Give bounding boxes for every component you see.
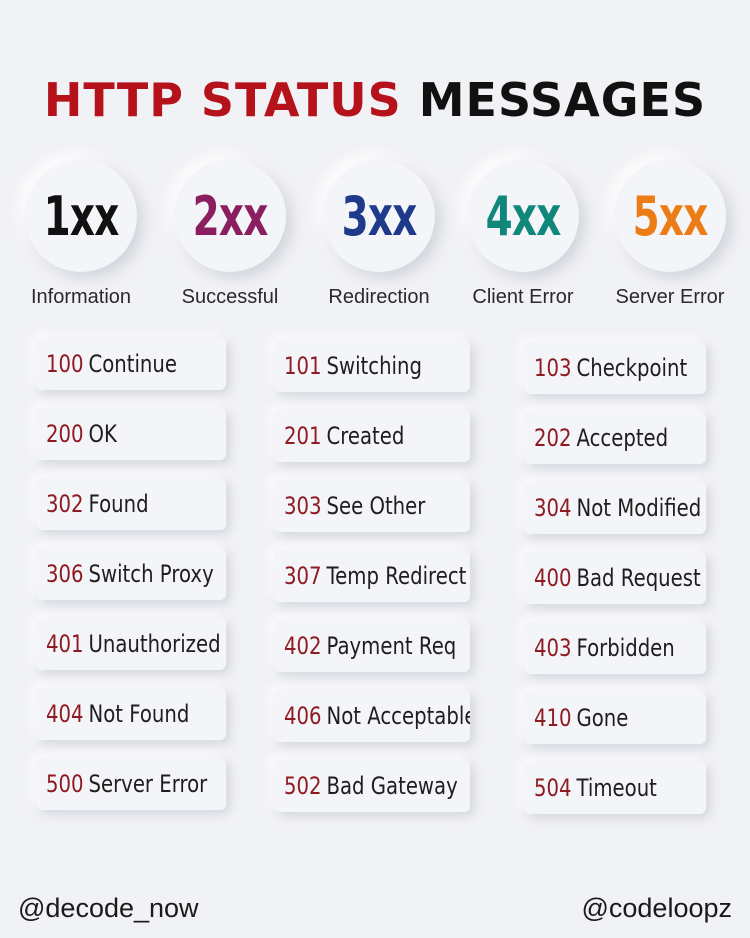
status-text: Continue <box>88 350 177 378</box>
title-black-part: MESSAGES <box>418 73 707 127</box>
status-text: Not Acceptable <box>326 702 470 730</box>
status-card: 402 Payment Req <box>274 620 470 672</box>
status-code: 401 <box>46 630 84 658</box>
category-row: 1xx Information 2xx Successful 3xx Redir… <box>0 160 750 320</box>
category-circle: 2xx <box>174 160 286 272</box>
status-text: Created <box>326 422 405 450</box>
category-circle: 3xx <box>323 160 435 272</box>
status-code: 200 <box>46 420 84 448</box>
status-text: Payment Req <box>326 632 457 660</box>
status-text: OK <box>88 420 117 448</box>
status-text: Found <box>88 490 149 518</box>
category-circle: 1xx <box>25 160 137 272</box>
status-card: 410 Gone <box>524 692 706 744</box>
status-code: 404 <box>46 700 84 728</box>
status-card: 403 Forbidden <box>524 622 706 674</box>
page-title: HTTP STATUS MESSAGES <box>0 72 750 128</box>
status-card: 307 Temp Redirect <box>274 550 470 602</box>
category-label: Server Error <box>615 286 725 308</box>
category-4xx: 4xx Client Error <box>448 160 598 309</box>
category-1xx: 1xx Information <box>6 160 156 309</box>
category-circle: 4xx <box>467 160 579 272</box>
status-text: Switch Proxy <box>88 560 214 588</box>
status-text: Timeout <box>576 774 657 802</box>
title-red-part: HTTP STATUS <box>43 73 402 127</box>
category-code: 1xx <box>43 184 119 248</box>
status-card: 406 Not Acceptable <box>274 690 470 742</box>
status-code: 100 <box>46 350 84 378</box>
status-text: Not Found <box>88 700 190 728</box>
category-label: Information <box>30 286 132 308</box>
status-text: Temp Redirect <box>326 562 467 590</box>
status-card: 502 Bad Gateway <box>274 760 470 812</box>
status-code: 303 <box>284 492 322 520</box>
status-code: 202 <box>534 424 572 452</box>
category-code: 2xx <box>192 184 268 248</box>
status-text: Bad Gateway <box>326 772 458 800</box>
status-card: 200 OK <box>36 408 226 460</box>
category-3xx: 3xx Redirection <box>304 160 454 309</box>
status-text: Checkpoint <box>576 354 688 382</box>
status-code: 502 <box>284 772 322 800</box>
status-card: 101 Switching <box>274 340 470 392</box>
status-card: 500 Server Error <box>36 758 226 810</box>
status-text: See Other <box>326 492 426 520</box>
category-5xx: 5xx Server Error <box>595 160 745 309</box>
status-card: 302 Found <box>36 478 226 530</box>
status-card: 304 Not Modified <box>524 482 706 534</box>
status-text: Not Modified <box>576 494 702 522</box>
status-code: 410 <box>534 704 572 732</box>
category-label: Client Error <box>472 286 574 308</box>
status-card: 100 Continue <box>36 338 226 390</box>
status-text: Forbidden <box>576 634 675 662</box>
status-card: 201 Created <box>274 410 470 462</box>
status-text: Unauthorized <box>88 630 221 658</box>
category-circle: 5xx <box>614 160 726 272</box>
category-code: 4xx <box>485 184 561 248</box>
status-code: 403 <box>534 634 572 662</box>
footer-handle-right: @codeloopz <box>581 893 732 923</box>
status-code: 500 <box>46 770 84 798</box>
status-code: 304 <box>534 494 572 522</box>
status-text: Server Error <box>88 770 208 798</box>
status-code: 306 <box>46 560 84 588</box>
status-code: 103 <box>534 354 572 382</box>
status-code: 400 <box>534 564 572 592</box>
status-text: Switching <box>326 352 422 380</box>
category-code: 5xx <box>632 184 708 248</box>
status-code: 402 <box>284 632 322 660</box>
status-card: 103 Checkpoint <box>524 342 706 394</box>
status-code: 201 <box>284 422 322 450</box>
category-2xx: 2xx Successful <box>155 160 305 309</box>
status-code: 307 <box>284 562 322 590</box>
status-code: 101 <box>284 352 322 380</box>
category-label: Successful <box>181 286 279 308</box>
status-text: Bad Request <box>576 564 701 592</box>
status-card: 400 Bad Request <box>524 552 706 604</box>
status-card: 504 Timeout <box>524 762 706 814</box>
status-card: 306 Switch Proxy <box>36 548 226 600</box>
status-text: Accepted <box>576 424 669 452</box>
status-code: 302 <box>46 490 84 518</box>
category-label: Redirection <box>328 286 430 308</box>
status-code: 406 <box>284 702 322 730</box>
status-card: 303 See Other <box>274 480 470 532</box>
status-card: 404 Not Found <box>36 688 226 740</box>
status-code: 504 <box>534 774 572 802</box>
footer-handle-left: @decode_now <box>18 893 199 923</box>
status-card: 401 Unauthorized <box>36 618 226 670</box>
status-text: Gone <box>576 704 629 732</box>
status-card: 202 Accepted <box>524 412 706 464</box>
category-code: 3xx <box>341 184 417 248</box>
